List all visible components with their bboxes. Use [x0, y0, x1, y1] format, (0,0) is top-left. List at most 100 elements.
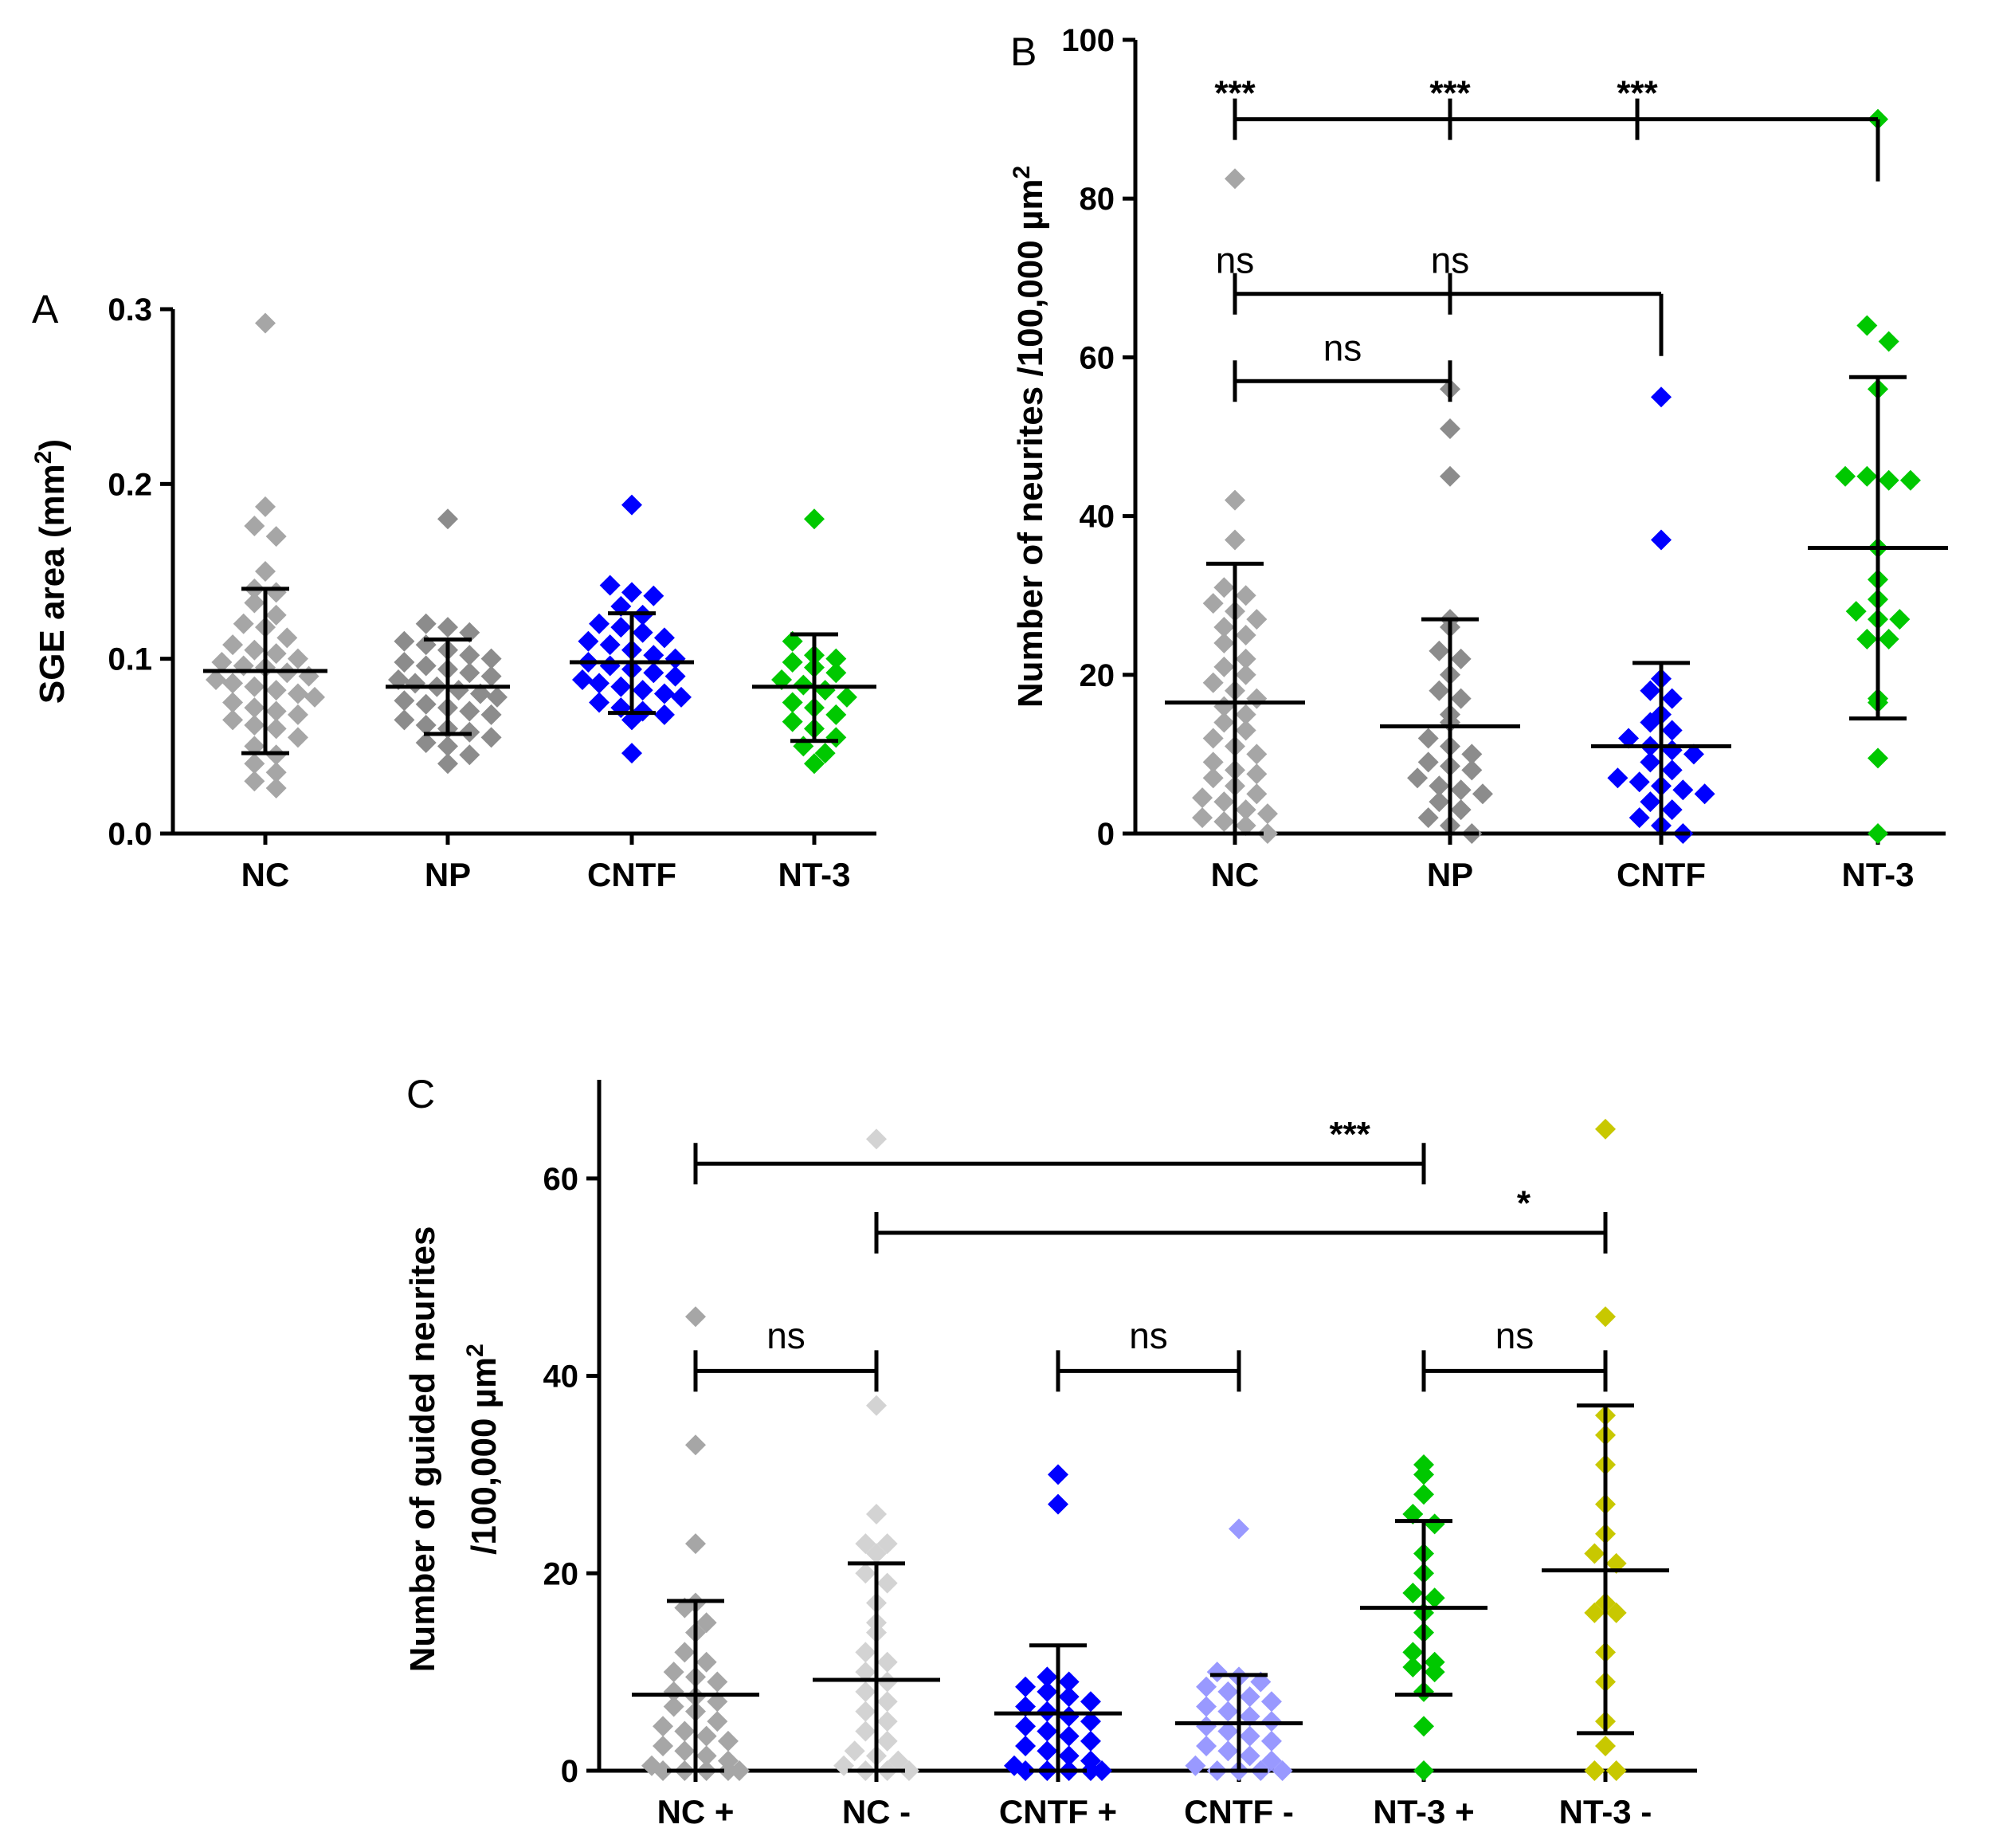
- data-point: [1651, 386, 1672, 408]
- data-point: [1217, 1681, 1239, 1702]
- data-point: [663, 1681, 684, 1702]
- data-point: [244, 592, 265, 614]
- data-point: [1225, 168, 1245, 190]
- data-point: [1607, 767, 1629, 789]
- data-point: [1015, 1736, 1037, 1757]
- data-point: [696, 1745, 717, 1767]
- data-point: [1213, 617, 1235, 638]
- x-tick-label: CNTF: [587, 856, 676, 893]
- data-point: [855, 1563, 876, 1584]
- data-point: [578, 630, 599, 652]
- data-point: [1202, 728, 1224, 749]
- data-point: [394, 690, 415, 712]
- data-point: [696, 1725, 717, 1747]
- data-point: [855, 1533, 876, 1555]
- data-point: [1213, 632, 1235, 653]
- data-point: [1661, 720, 1683, 741]
- data-point: [480, 648, 502, 669]
- data-point: [1868, 823, 1888, 844]
- data-point: [244, 515, 265, 536]
- data-point: [898, 1760, 919, 1781]
- data-point: [276, 627, 298, 649]
- data-point: [866, 1543, 887, 1564]
- data-point: [1413, 1760, 1434, 1781]
- data-point: [265, 604, 287, 626]
- data-point: [1845, 601, 1867, 622]
- y-axis-label: /100,000 µm2: [462, 1344, 504, 1555]
- data-point: [415, 655, 437, 677]
- data-point: [1272, 1760, 1293, 1781]
- data-point: [1417, 751, 1439, 773]
- data-point: [1450, 779, 1472, 801]
- data-point: [265, 526, 287, 547]
- data-point: [1450, 648, 1472, 669]
- data-point: [1202, 767, 1224, 789]
- data-point: [855, 1642, 876, 1663]
- data-point: [1878, 628, 1899, 649]
- data-point: [632, 622, 653, 643]
- data-point: [1260, 1691, 1282, 1713]
- x-tick-label: CNTF: [1617, 856, 1706, 893]
- data-point: [1202, 751, 1224, 773]
- data-point: [1640, 712, 1661, 733]
- data-point: [1213, 712, 1235, 733]
- data-point: [1661, 799, 1683, 821]
- data-point: [1424, 1513, 1445, 1535]
- significance-label: ***: [1429, 74, 1471, 113]
- x-tick-label: NT-3 +: [1373, 1793, 1474, 1830]
- y-axis-label-line1: Number of guided neurites: [403, 1226, 442, 1673]
- data-point: [836, 686, 857, 708]
- data-point: [696, 1651, 717, 1673]
- data-point: [707, 1711, 728, 1732]
- data-point: [1058, 1686, 1080, 1708]
- data-point: [729, 1760, 750, 1781]
- data-point: [1889, 609, 1911, 630]
- x-tick-label: CNTF -: [1184, 1793, 1294, 1830]
- y-tick-label: 80: [1080, 182, 1115, 217]
- data-point: [621, 743, 642, 764]
- data-point: [1225, 529, 1245, 551]
- data-point: [222, 634, 244, 656]
- data-point: [572, 669, 593, 690]
- data-point: [1037, 1720, 1058, 1742]
- y-tick-label: 20: [543, 1556, 579, 1591]
- data-point: [1256, 823, 1278, 844]
- data-point: [244, 715, 265, 736]
- data-point: [599, 634, 621, 656]
- data-point: [1080, 1711, 1101, 1732]
- data-point: [1235, 815, 1256, 837]
- data-point: [621, 494, 642, 516]
- data-point: [1213, 811, 1235, 833]
- data-point: [589, 673, 610, 694]
- data-point: [222, 709, 244, 731]
- data-point: [1413, 1464, 1434, 1485]
- data-point: [1661, 688, 1683, 709]
- data-point: [866, 1128, 887, 1150]
- y-axis-label: SGE area (mm2): [30, 439, 72, 704]
- panel-b: 0 20 40 60 80 100 NC NP CNTF NT-3 Number of neurit…: [1009, 23, 1948, 893]
- significance-label: ns: [1323, 327, 1362, 368]
- data-point: [1058, 1671, 1080, 1693]
- data-point: [1402, 1642, 1424, 1663]
- y-tick-label: 0.3: [108, 292, 152, 328]
- data-point: [643, 662, 664, 684]
- data-point: [1229, 1518, 1249, 1540]
- x-tick-label: NT-3 -: [1559, 1793, 1652, 1830]
- data-point: [1461, 744, 1483, 765]
- data-point: [1651, 529, 1672, 551]
- data-point: [448, 680, 469, 701]
- panel-label-b: B: [1010, 29, 1037, 74]
- data-point: [1856, 465, 1878, 487]
- data-point: [1239, 1745, 1260, 1767]
- data-point: [1461, 759, 1483, 781]
- data-point: [589, 692, 610, 713]
- data-point: [1472, 783, 1493, 805]
- data-point: [876, 1730, 898, 1752]
- data-point: [287, 683, 308, 704]
- panel-c: 0 20 40 60 NC + NC - CNTF + CNTF - NT-3 + NT-3 - N…: [403, 1080, 1697, 1830]
- data-point: [804, 508, 825, 530]
- data-point: [685, 1434, 706, 1456]
- x-tick-label: CNTF +: [999, 1793, 1117, 1830]
- data-point: [1413, 1716, 1434, 1737]
- data-point: [1185, 1755, 1206, 1776]
